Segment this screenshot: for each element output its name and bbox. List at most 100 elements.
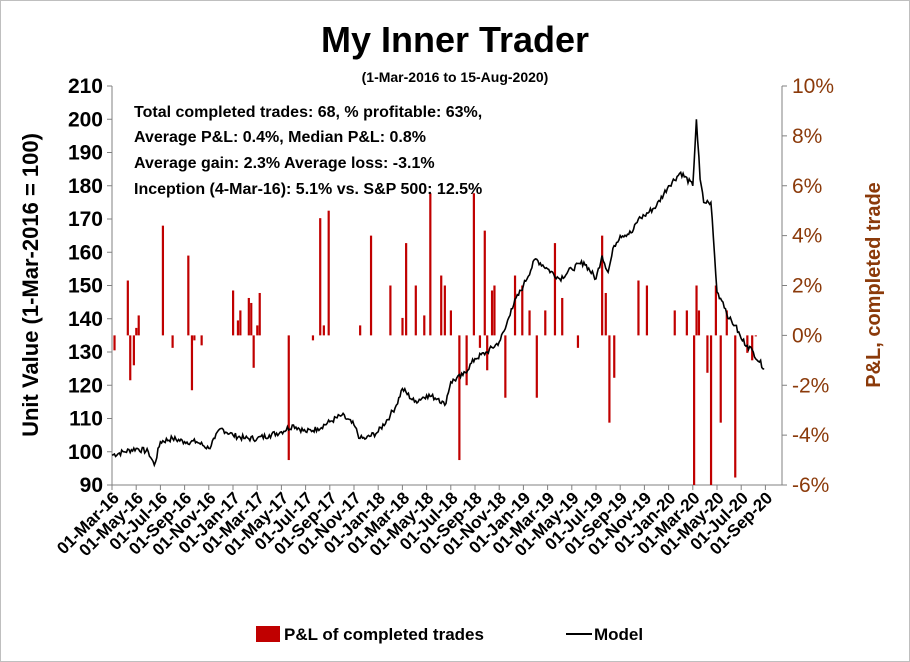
pnl-bar (200, 335, 203, 346)
left-tick-label: 170 (68, 208, 103, 231)
left-tick-label: 140 (68, 308, 103, 331)
pnl-bar (576, 335, 580, 348)
pnl-bar (193, 335, 196, 341)
pnl-bar (113, 335, 116, 351)
pnl-bars (113, 193, 757, 485)
left-tick-label: 180 (68, 175, 103, 198)
pnl-bar (129, 335, 132, 381)
pnl-bar (751, 335, 754, 361)
pnl-bar (697, 310, 701, 336)
right-tick-label: 8% (792, 125, 822, 148)
right-tick-label: 6% (792, 175, 822, 198)
pnl-bar (250, 302, 253, 336)
pnl-bar (187, 255, 190, 336)
pnl-bar (322, 325, 325, 336)
pnl-bar (247, 297, 250, 336)
stat-line-4: Inception (4-Mar-16): 5.1% vs. S&P 500: … (134, 181, 482, 198)
pnl-bar (126, 280, 129, 336)
pnl-bar (319, 218, 322, 336)
pnl-bar (544, 310, 547, 336)
pnl-bar (746, 335, 749, 353)
y-axis-label: Unit Value (1-Mar-2016 = 100) (18, 133, 43, 437)
pnl-bar (359, 325, 362, 336)
pnl-bar (414, 285, 417, 336)
stat-line-1: Total completed trades: 68, % profitable… (134, 104, 482, 121)
pnl-bar (389, 285, 392, 336)
right-tick-label: -4% (792, 424, 829, 447)
pnl-bar (190, 335, 194, 391)
axes (107, 85, 787, 490)
pnl-bar (458, 335, 461, 461)
pnl-bar (161, 225, 165, 336)
pnl-bar (719, 335, 722, 423)
legend-bar-label: P&L of completed trades (284, 625, 484, 644)
pnl-bar (478, 335, 482, 348)
model-line (111, 119, 765, 468)
pnl-bar (714, 285, 717, 336)
pnl-bar (725, 310, 728, 336)
right-tick-label: -2% (792, 374, 829, 397)
right-tick-label: 4% (792, 225, 822, 248)
pnl-bar (673, 310, 676, 336)
pnl-bar (645, 285, 649, 336)
pnl-bar (706, 335, 709, 373)
pnl-bar (232, 290, 235, 336)
left-tick-label: 120 (68, 374, 103, 397)
pnl-bar (561, 297, 564, 336)
y2-axis-label: P&L, completed trade (863, 182, 885, 388)
pnl-bar (528, 310, 531, 336)
pnl-bar (137, 315, 140, 336)
stats-block: Total completed trades: 68, % profitable… (134, 104, 482, 198)
pnl-bar (405, 243, 408, 336)
right-tick-label: 2% (792, 275, 822, 298)
stat-line-3: Average gain: 2.3% Average loss: -3.1% (134, 155, 435, 172)
pnl-bar (258, 292, 261, 336)
pnl-bar (504, 335, 507, 398)
pnl-bar (311, 335, 315, 341)
left-tick-label: 210 (68, 75, 103, 98)
pnl-bar (423, 315, 426, 336)
pnl-bar (135, 327, 138, 336)
left-tick-label: 150 (68, 275, 103, 298)
pnl-bar (287, 335, 290, 461)
legend: P&L of completed trades Model (256, 625, 643, 644)
pnl-bar (239, 310, 242, 336)
left-tick-label: 160 (68, 241, 103, 264)
legend-bar-swatch (256, 626, 280, 642)
pnl-bar (369, 235, 373, 336)
pnl-bar (608, 335, 611, 423)
left-tick-label: 100 (68, 441, 103, 464)
legend-line-label: Model (594, 625, 643, 644)
pnl-bar (613, 335, 616, 378)
pnl-bar (513, 275, 517, 336)
pnl-bar (256, 325, 259, 336)
left-tick-label: 130 (68, 341, 103, 364)
pnl-bar (695, 285, 698, 336)
pnl-bar (252, 335, 255, 368)
right-tick-label: -6% (792, 474, 829, 497)
pnl-bar (440, 275, 443, 336)
pnl-bar (521, 285, 524, 336)
pnl-bar (171, 335, 174, 348)
pnl-bar (637, 280, 640, 336)
pnl-bar (734, 335, 737, 478)
pnl-bar (490, 290, 494, 336)
pnl-bar (429, 193, 432, 336)
pnl-bar (493, 285, 496, 336)
pnl-bar (132, 335, 135, 366)
right-tick-label: 0% (792, 324, 822, 347)
left-tick-label: 90 (80, 474, 103, 497)
pnl-bar (472, 193, 475, 336)
pnl-bar (236, 320, 240, 336)
chart-subtitle: (1-Mar-2016 to 15-Aug-2020) (362, 69, 549, 85)
pnl-bar (465, 335, 468, 386)
pnl-bar (327, 210, 330, 336)
pnl-bar (483, 230, 486, 336)
pnl-bar (709, 335, 713, 485)
pnl-bar (535, 335, 538, 398)
pnl-bar (604, 292, 607, 336)
left-tick-label: 110 (69, 408, 103, 431)
left-tick-label: 200 (68, 108, 103, 131)
